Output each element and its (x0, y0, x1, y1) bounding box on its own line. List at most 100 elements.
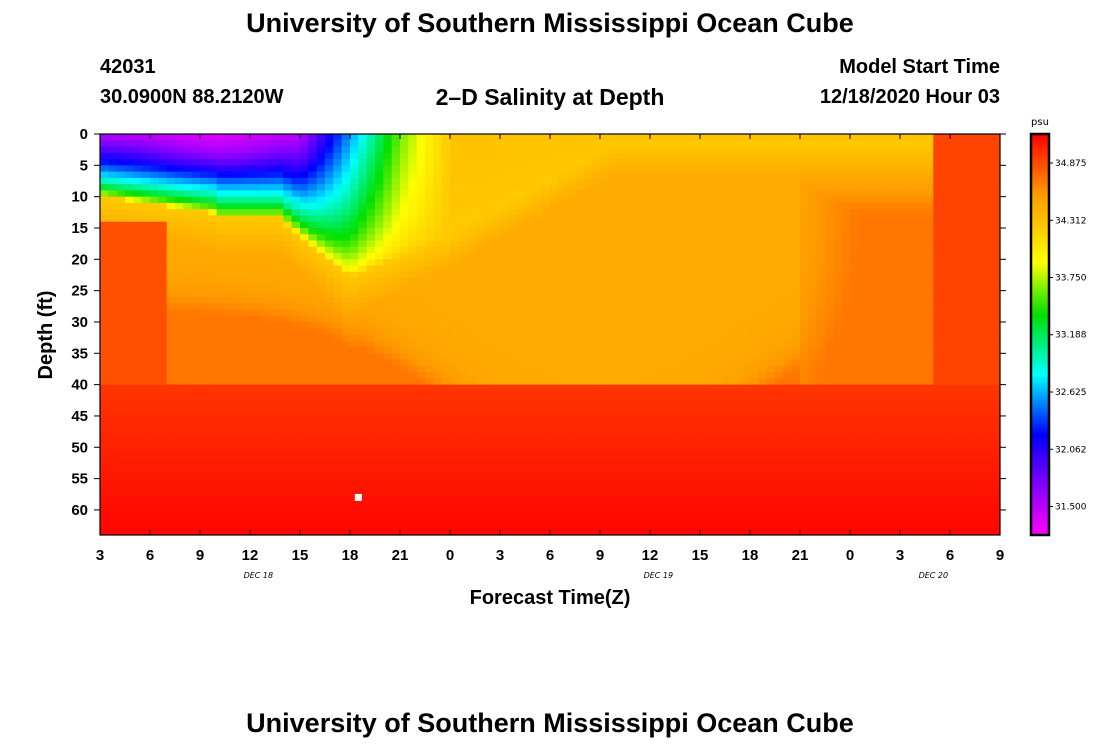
heatmap-cell (366, 246, 376, 254)
heatmap-cell (733, 134, 743, 141)
heatmap-cell (416, 209, 426, 217)
heatmap-cell (708, 347, 718, 354)
heatmap-cell (558, 384, 568, 392)
heatmap-cell (633, 359, 643, 367)
heatmap-cell (350, 215, 359, 223)
heatmap-cell (608, 340, 618, 348)
heatmap-cell (608, 365, 618, 373)
heatmap-cell (666, 491, 676, 499)
heatmap-cell (516, 334, 526, 342)
heatmap-cell (225, 353, 234, 361)
heatmap-cell (258, 359, 268, 367)
heatmap-cell (416, 422, 426, 430)
heatmap-cell (308, 315, 318, 323)
heatmap-cell (641, 221, 651, 229)
heatmap-cell (716, 453, 726, 461)
heatmap-cell (441, 484, 451, 492)
heatmap-cell (525, 140, 534, 148)
heatmap-cell (366, 321, 376, 329)
heatmap-cell (550, 259, 559, 267)
heatmap-cell (725, 215, 734, 223)
heatmap-cell (466, 516, 476, 524)
heatmap-cell (325, 453, 334, 461)
heatmap-cell (575, 484, 584, 492)
heatmap-cell (341, 415, 351, 423)
heatmap-cell (691, 390, 701, 398)
heatmap-cell (541, 202, 551, 210)
heatmap-cell (583, 152, 593, 160)
heatmap-cell (433, 347, 443, 354)
heatmap-cell (700, 409, 709, 417)
heatmap-cell (725, 397, 734, 405)
heatmap-cell (275, 271, 284, 279)
heatmap-cell (291, 215, 301, 223)
heatmap-cell (675, 165, 684, 173)
heatmap-cell (216, 215, 226, 223)
heatmap-cell (225, 528, 234, 535)
heatmap-cell (683, 472, 693, 480)
heatmap-cell (708, 528, 718, 535)
heatmap-cell (633, 202, 643, 210)
heatmap-cell (158, 334, 168, 342)
heatmap-cell (200, 347, 209, 354)
heatmap-cell (266, 390, 276, 398)
heatmap-cell (291, 409, 301, 417)
heatmap-cell (708, 453, 718, 461)
heatmap-cell (300, 372, 309, 379)
heatmap-cell (341, 390, 351, 398)
heatmap-cell (483, 290, 493, 298)
heatmap-cell (450, 271, 459, 279)
heatmap-cell (425, 428, 434, 436)
heatmap-cell (466, 190, 476, 198)
heatmap-cell (508, 328, 518, 336)
heatmap-cell (666, 152, 676, 160)
heatmap-cell (341, 202, 351, 210)
heatmap-cell (625, 503, 634, 511)
heatmap-cell (133, 184, 143, 191)
heatmap-cell (583, 472, 593, 480)
heatmap-cell (700, 447, 709, 455)
heatmap-cell (458, 234, 468, 242)
heatmap-cell (650, 196, 659, 204)
heatmap-cell (141, 177, 151, 185)
heatmap-cell (650, 315, 659, 323)
heatmap-cell (325, 177, 334, 185)
heatmap-cell (141, 209, 151, 217)
heatmap-cell (416, 528, 426, 535)
heatmap-cell (375, 152, 384, 160)
heatmap-cell (391, 215, 401, 223)
heatmap-cell (391, 152, 401, 160)
heatmap-cell (458, 528, 468, 535)
heatmap-cell (716, 152, 726, 160)
heatmap-cell (450, 328, 459, 336)
heatmap-cell (100, 284, 109, 292)
heatmap-cell (683, 378, 693, 386)
heatmap-cell (600, 152, 609, 160)
heatmap-cell (400, 227, 409, 235)
heatmap-cell (166, 184, 176, 191)
heatmap-cell (175, 290, 184, 298)
heatmap-cell (358, 140, 368, 148)
heatmap-cell (600, 509, 609, 517)
heatmap-cell (416, 253, 426, 260)
heatmap-cell (733, 227, 743, 235)
heatmap-cell (416, 434, 426, 442)
heatmap-cell (366, 334, 376, 342)
heatmap-cell (400, 484, 409, 492)
heatmap-cell (200, 215, 209, 223)
heatmap-cell (150, 484, 159, 492)
heatmap-cell (483, 453, 493, 461)
heatmap-cell (383, 321, 393, 329)
heatmap-cell (166, 202, 176, 210)
heatmap-cell (700, 246, 709, 254)
heatmap-cell (500, 278, 509, 285)
heatmap-cell (633, 365, 643, 373)
heatmap-cell (633, 428, 643, 436)
heatmap-cell (683, 528, 693, 535)
heatmap-cell (458, 347, 468, 354)
heatmap-cell (266, 509, 276, 517)
heatmap-cell (358, 184, 368, 191)
heatmap-cell (441, 372, 451, 379)
heatmap-cell (341, 334, 351, 342)
heatmap-cell (191, 497, 201, 505)
